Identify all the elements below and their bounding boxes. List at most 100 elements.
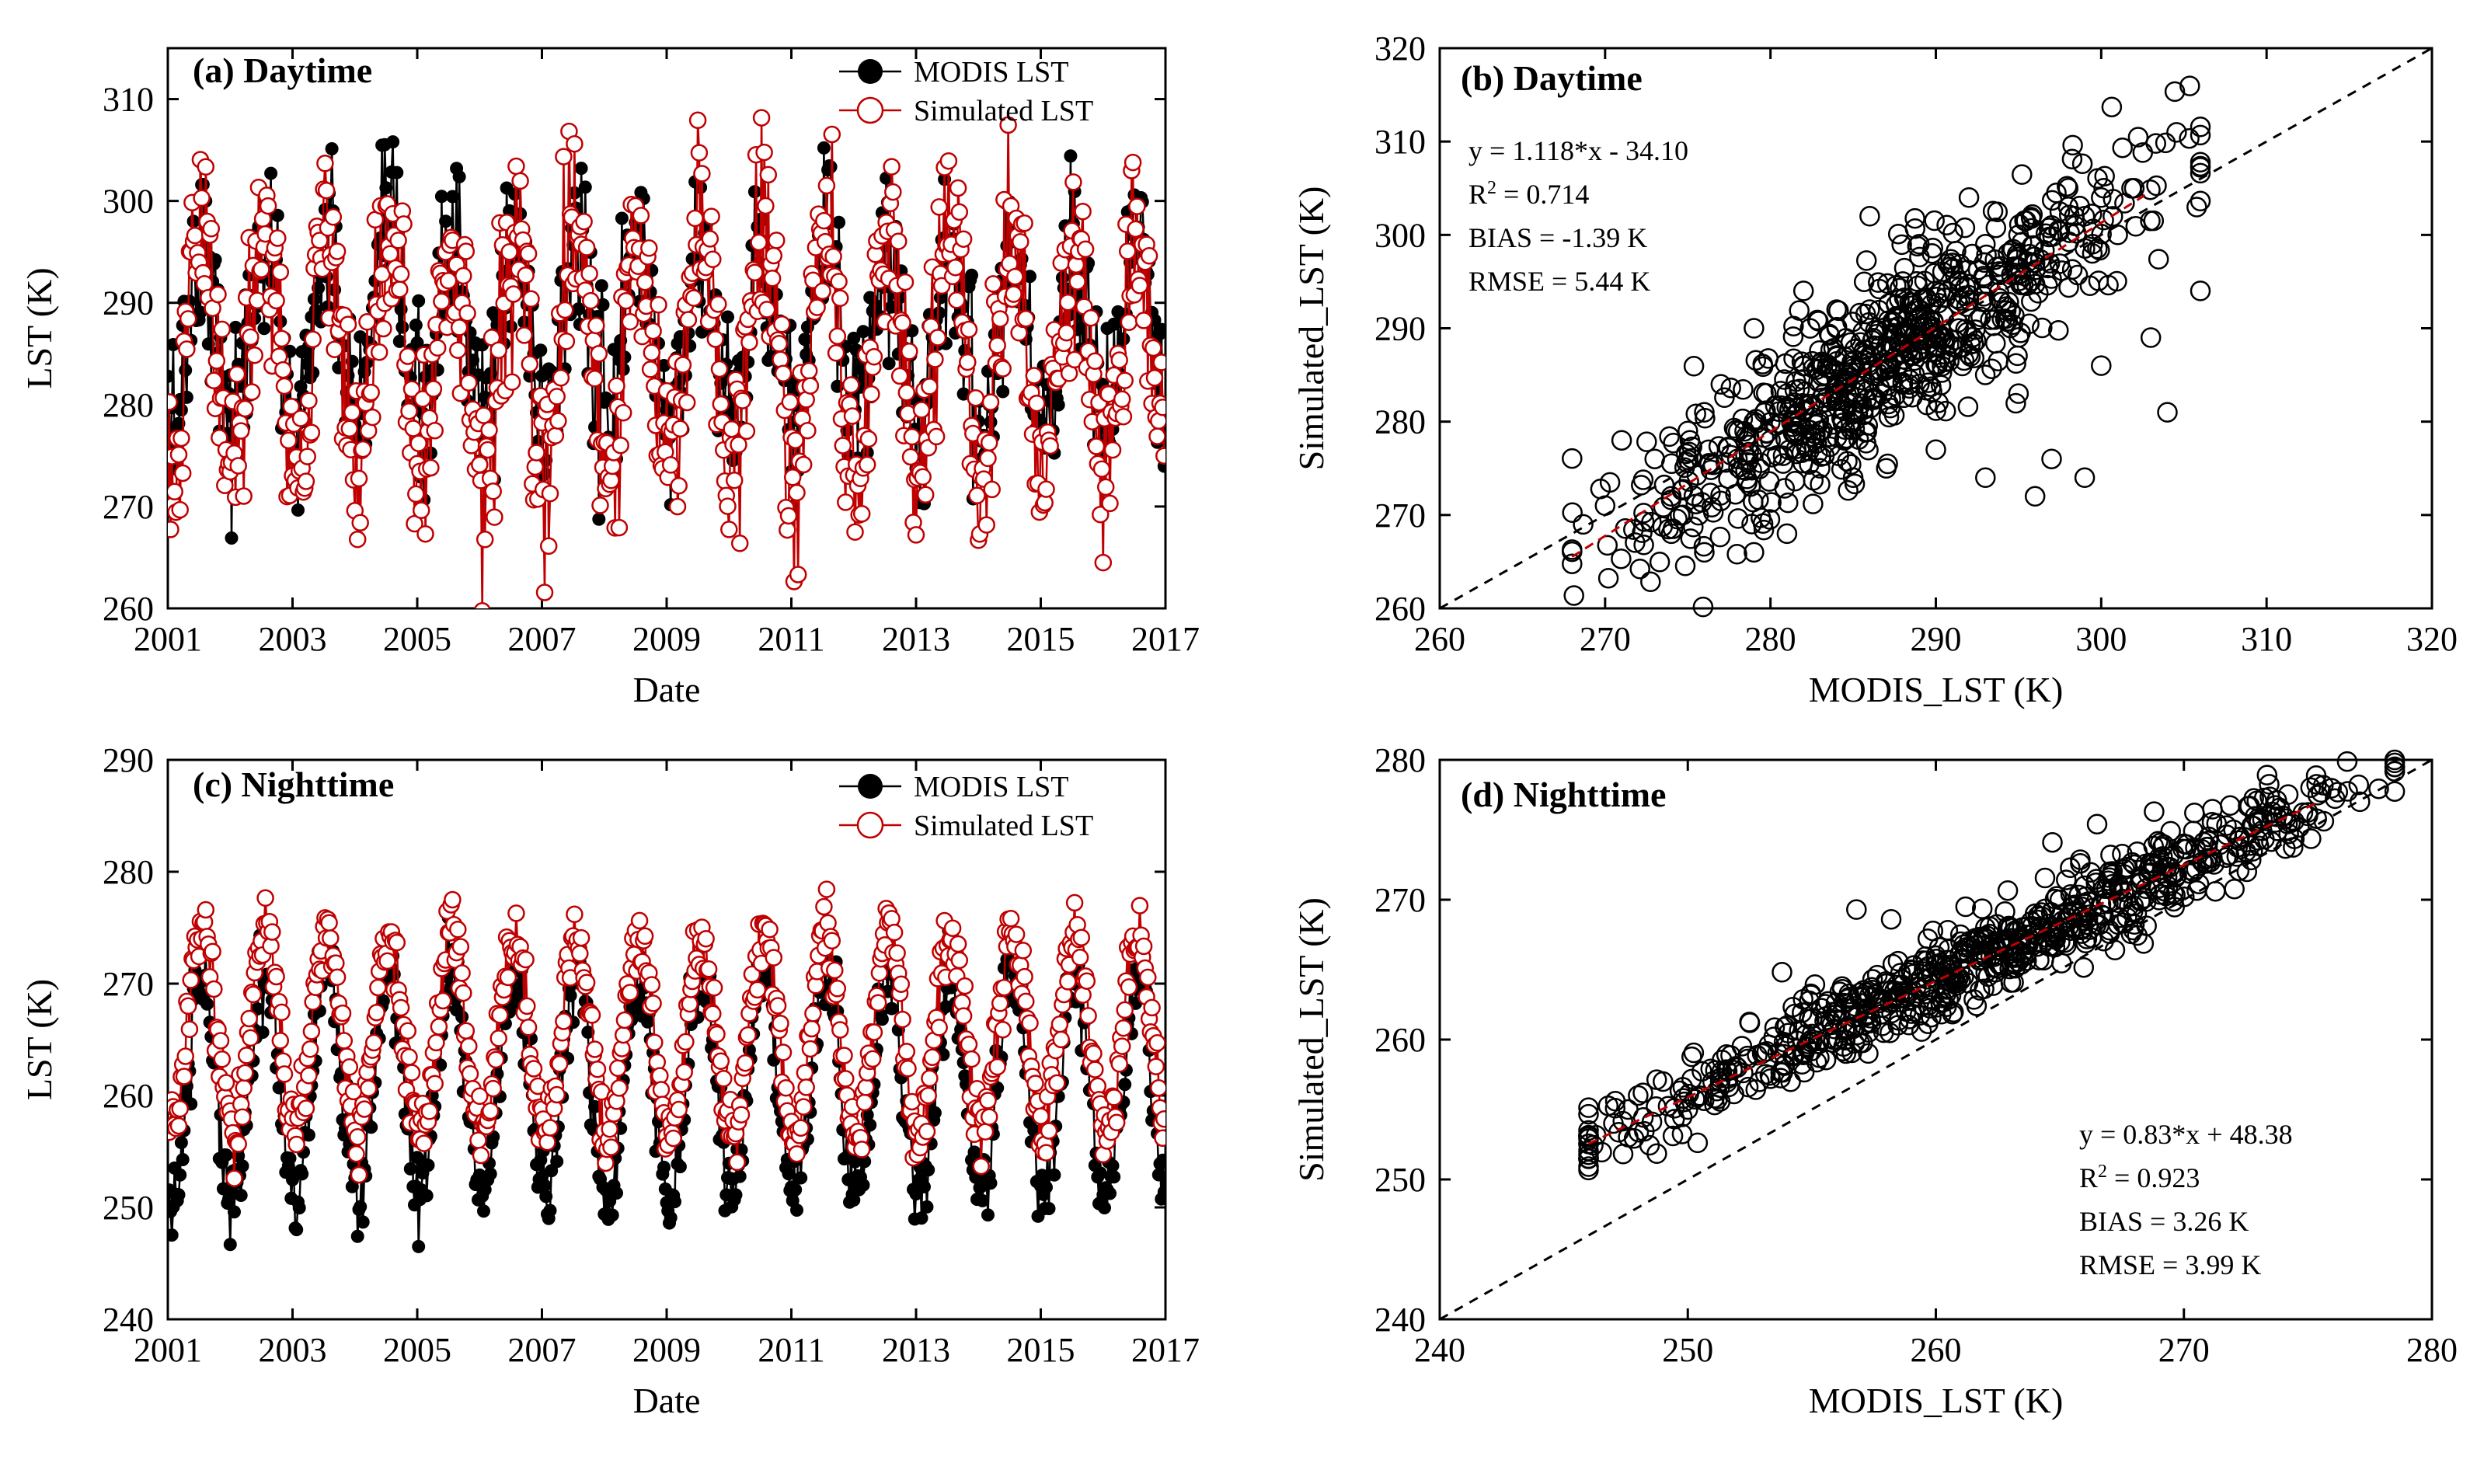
data-point — [1862, 389, 1883, 410]
data-point — [954, 230, 973, 248]
data-point — [788, 1144, 806, 1163]
data-point — [571, 945, 589, 963]
data-point — [1005, 285, 1023, 303]
plot-area — [168, 109, 1165, 608]
data-point — [1942, 253, 1963, 273]
data-point — [1103, 441, 1122, 459]
data-point — [1803, 493, 1824, 514]
data-point — [826, 961, 844, 980]
data-point — [752, 109, 771, 127]
data-point — [630, 911, 649, 930]
data-point — [322, 929, 340, 947]
data-point — [2186, 197, 2207, 218]
data-point — [2224, 878, 2245, 900]
data-point — [1935, 400, 1956, 422]
data-point — [1957, 396, 1979, 417]
data-point — [548, 388, 566, 406]
data-point — [300, 1067, 318, 1085]
data-point — [1025, 367, 1043, 385]
data-point — [196, 178, 210, 191]
data-point — [235, 487, 253, 505]
data-point — [890, 232, 908, 250]
data-point — [1597, 567, 1619, 589]
data-point — [1147, 1057, 1165, 1075]
data-point — [340, 1058, 359, 1076]
data-point — [789, 1183, 803, 1197]
data-point — [1841, 454, 1862, 476]
data-point — [483, 1167, 497, 1181]
data-point — [664, 1129, 682, 1148]
data-point — [1727, 508, 1749, 529]
data-point — [476, 531, 494, 549]
data-point — [1785, 471, 1806, 492]
data-point — [2300, 777, 2322, 799]
panel-c-title: (c) Nighttime — [193, 765, 394, 804]
y-tick-label: 290 — [103, 741, 154, 779]
data-point — [939, 152, 958, 170]
data-point — [458, 304, 476, 322]
data-point — [2057, 178, 2079, 199]
data-point — [1776, 523, 1798, 545]
data-point — [1908, 308, 1930, 329]
x-tick-label: 310 — [2241, 620, 2292, 658]
data-point — [180, 1020, 199, 1038]
data-point — [1846, 899, 1867, 920]
data-point — [1975, 234, 1996, 255]
data-point — [182, 971, 200, 989]
data-point — [409, 319, 423, 332]
data-point — [515, 326, 534, 344]
legend-marker — [856, 811, 884, 839]
data-point — [632, 207, 650, 225]
data-point — [852, 505, 871, 523]
data-point — [320, 914, 338, 932]
data-point — [1792, 280, 1814, 301]
data-point — [830, 273, 848, 291]
data-point — [1113, 390, 1131, 409]
data-point — [1904, 207, 1925, 229]
data-point — [918, 1180, 931, 1193]
data-point — [875, 1012, 889, 1026]
data-point — [1562, 553, 1583, 574]
data-point — [2190, 190, 2211, 212]
data-point — [340, 420, 359, 438]
data-point — [758, 301, 776, 319]
data-point — [2164, 81, 2186, 103]
data-point — [1714, 387, 1735, 409]
data-point — [883, 158, 901, 176]
y-tick-label: 240 — [103, 1301, 154, 1339]
data-point — [2190, 280, 2211, 301]
data-point — [237, 1047, 256, 1064]
data-point — [2089, 239, 2110, 261]
data-point — [1772, 962, 1792, 983]
data-point — [550, 1155, 564, 1169]
data-point — [686, 209, 704, 228]
data-point — [949, 179, 967, 197]
panel-b-title: (b) Daytime — [1461, 58, 1643, 98]
data-point — [1677, 420, 1698, 441]
data-point — [1826, 299, 1848, 320]
data-point — [171, 1099, 189, 1118]
data-point — [991, 995, 1009, 1012]
x-tick-label: 270 — [1580, 620, 1631, 658]
data-point — [1876, 336, 1897, 357]
data-point — [1143, 998, 1161, 1017]
data-point — [646, 1033, 664, 1051]
data-point — [1152, 354, 1165, 371]
data-point — [291, 409, 310, 427]
data-point — [675, 1063, 693, 1081]
data-point — [1064, 149, 1078, 163]
data-point — [699, 960, 718, 978]
panel-a-title: (a) Daytime — [193, 51, 372, 90]
data-point — [275, 1065, 294, 1083]
data-point — [451, 938, 470, 956]
data-point — [1892, 374, 1914, 395]
data-point — [578, 180, 592, 194]
data-point — [1688, 504, 1709, 526]
data-point — [402, 380, 421, 398]
data-point — [1014, 942, 1033, 960]
data-point — [201, 337, 215, 351]
data-point — [1982, 200, 2004, 221]
data-point — [287, 1135, 305, 1154]
data-point — [202, 220, 221, 238]
data-point — [988, 336, 1006, 354]
